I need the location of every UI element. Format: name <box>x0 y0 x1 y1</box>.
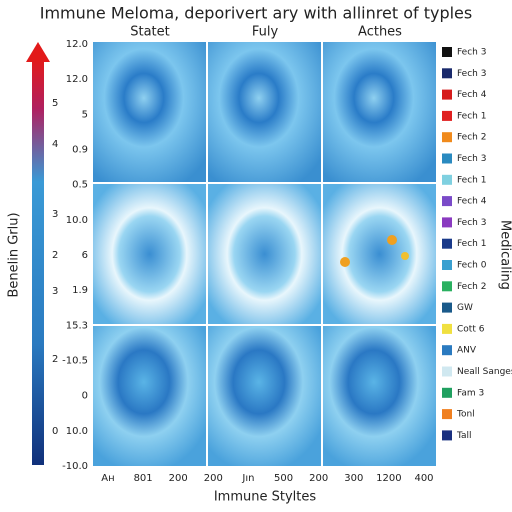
x-tick: 200 <box>204 473 223 484</box>
panel <box>323 326 436 466</box>
panel <box>323 184 436 324</box>
legend-label: Tonl <box>456 410 475 420</box>
panel <box>208 184 321 324</box>
colorbar-tick: 3 <box>52 286 58 297</box>
panel <box>208 326 321 466</box>
panel <box>323 42 436 182</box>
column-header: Acthes <box>358 25 402 40</box>
legend-label: Fech 1 <box>457 111 486 121</box>
title: Immune Meloma, deporivert ary with allin… <box>40 4 472 23</box>
legend-swatch <box>442 323 452 334</box>
legend-swatch <box>442 47 452 57</box>
row-tick: 0 <box>82 391 88 402</box>
column-header: Statet <box>130 25 170 40</box>
x-tick: Jın <box>241 473 254 484</box>
legend-label: Fech 4 <box>457 90 487 100</box>
row-tick: 12.0 <box>66 39 88 50</box>
legend-label: Fech 2 <box>457 133 486 143</box>
legend-label: Cott 6 <box>457 324 485 334</box>
legend-label: Fech 2 <box>457 282 486 292</box>
x-tick: 1200 <box>376 473 401 484</box>
panels <box>93 42 436 466</box>
colorbar-tick: 0 <box>52 426 58 437</box>
row-tick: 5 <box>82 109 88 120</box>
x-tick: 400 <box>414 473 433 484</box>
legend-swatch <box>442 281 452 292</box>
colorbar-tick: 3 <box>52 209 58 220</box>
x-tick: Aн <box>101 473 114 484</box>
legend-swatch <box>442 217 452 228</box>
colorbar-tick: 2 <box>52 250 58 261</box>
legend-label: Fech 3 <box>457 69 486 79</box>
row-tick: -10.5 <box>62 356 88 367</box>
legend-label: Fech 1 <box>457 239 486 249</box>
row-tick: -10.0 <box>62 461 88 472</box>
legend-swatch <box>442 238 452 249</box>
right-label: Medicaling <box>498 220 512 290</box>
legend-label: Fech 3 <box>457 218 486 228</box>
legend-label: Tall <box>456 431 472 441</box>
row-tick: 10.0 <box>66 426 88 437</box>
arrow-head <box>26 42 50 62</box>
colorbar <box>32 60 44 465</box>
row-tick: 0.9 <box>72 145 88 156</box>
colorbar-tick: 5 <box>52 98 58 109</box>
x-tick: 801 <box>134 473 153 484</box>
row-tick: 1.9 <box>72 285 88 296</box>
colorbar-tick: 2 <box>52 354 58 365</box>
panel <box>93 326 206 466</box>
legend-label: Fech 0 <box>457 261 487 271</box>
legend-swatch <box>442 196 452 207</box>
row-tick: 10.0 <box>66 215 88 226</box>
legend-swatch <box>442 153 452 164</box>
legend-swatch <box>442 110 452 121</box>
legend-swatch <box>442 409 452 420</box>
legend-swatch <box>442 345 452 356</box>
legend-label: Fech 4 <box>457 197 487 207</box>
legend-label: GW <box>457 303 473 313</box>
panel <box>208 42 321 182</box>
legend-label: Fam 3 <box>457 388 484 398</box>
x-tick: 300 <box>344 473 363 484</box>
x-tick: 500 <box>274 473 293 484</box>
legend-swatch <box>442 89 452 100</box>
row-tick: 0.5 <box>72 180 88 191</box>
x-tick: 200 <box>169 473 188 484</box>
spot <box>340 257 350 267</box>
x-axis-label: Immune Styltes <box>214 490 317 505</box>
legend-label: ANV <box>457 346 477 356</box>
panel <box>93 42 206 182</box>
legend-swatch <box>442 366 452 377</box>
colorbar-tick: 4 <box>52 139 58 150</box>
legend-label: Fech 3 <box>457 48 486 58</box>
legend-swatch <box>442 302 452 313</box>
legend-swatch <box>442 430 452 441</box>
spot <box>401 252 409 260</box>
y-axis-label: Benelin Grlu) <box>7 212 22 297</box>
panel <box>93 184 206 324</box>
row-tick: 12.0 <box>66 74 88 85</box>
legend-swatch <box>442 174 452 185</box>
legend-label: Fech 1 <box>457 175 486 185</box>
legend-swatch <box>442 260 452 270</box>
legend-label: Fech 3 <box>457 154 486 164</box>
row-tick: 15.3 <box>66 320 88 331</box>
legend-swatch <box>442 387 452 398</box>
spot <box>387 235 397 245</box>
x-tick: 200 <box>309 473 328 484</box>
legend-swatch <box>442 68 452 79</box>
column-header: Fuly <box>252 25 279 40</box>
legend-swatch <box>442 132 452 143</box>
row-tick: 6 <box>82 250 88 261</box>
legend-label: Neall Sanges <box>457 367 512 377</box>
